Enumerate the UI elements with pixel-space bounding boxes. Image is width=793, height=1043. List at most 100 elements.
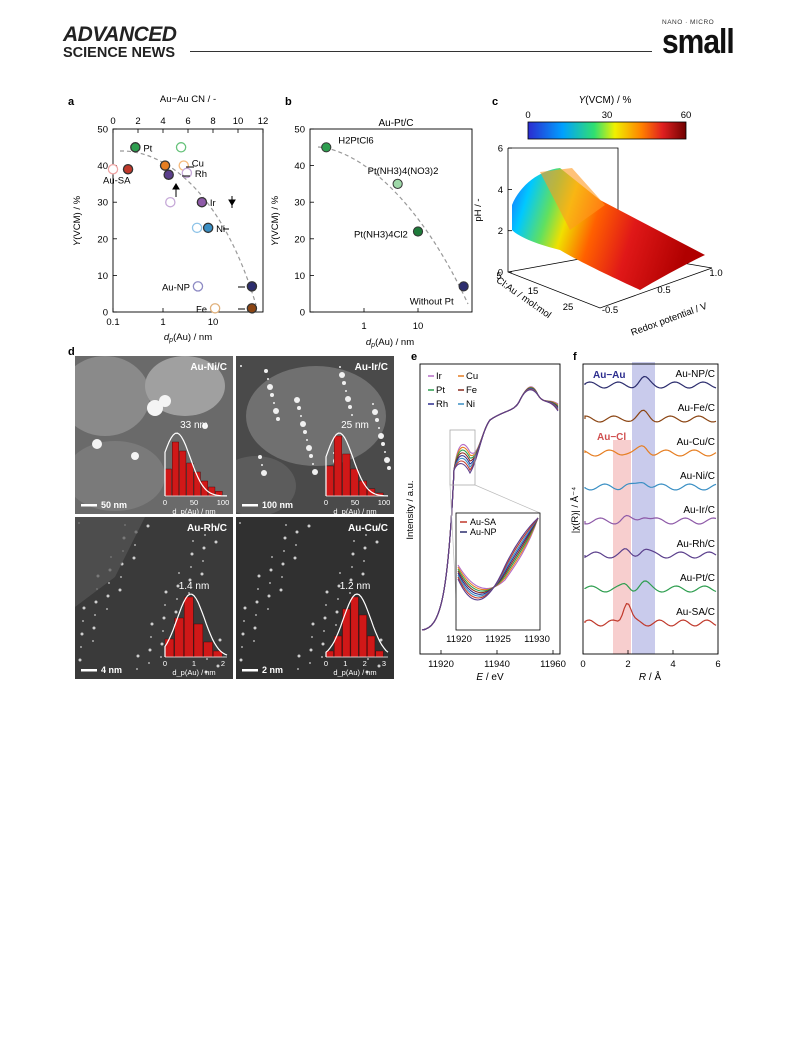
micrograph-label: Au-Ni/C: [190, 362, 227, 373]
particle: [348, 405, 352, 409]
particle: [239, 658, 243, 662]
small-logo: NANO · MICRO small: [662, 19, 735, 61]
series-label: Au-NP/C: [676, 369, 715, 380]
particle: [372, 403, 374, 405]
particle: [131, 452, 139, 460]
particle: [178, 572, 180, 574]
panel-c-zlabel: pH / -: [473, 198, 484, 221]
z-tick-label: 2: [498, 226, 503, 237]
particle: [378, 427, 380, 429]
data-point: [163, 169, 174, 180]
histogram-xlabel: d_p(Au) / nm: [172, 668, 215, 677]
x-tick-label: 2: [625, 659, 630, 670]
panel-a-y-axis: 0 10 20 30 40 50: [97, 125, 117, 319]
particle: [361, 572, 365, 576]
particle: [269, 568, 273, 572]
particle: [363, 560, 365, 562]
histogram-tick-label: 0: [163, 498, 167, 507]
journal-logo: ADVANCED SCIENCE NEWS: [63, 24, 177, 61]
scale-bar: [81, 669, 97, 672]
particle: [375, 418, 379, 422]
particle: [261, 470, 267, 476]
y-tick-label: 50: [294, 125, 305, 136]
y-tick-label: 40: [97, 161, 108, 172]
scale-bar: [242, 504, 258, 507]
particle: [214, 540, 218, 544]
point-label: Pt(NH3)4Cl2: [354, 229, 408, 240]
particle: [243, 620, 245, 622]
data-point: [130, 142, 141, 153]
particle: [204, 534, 206, 536]
particle: [351, 566, 353, 568]
particle: [379, 638, 383, 642]
particle: [377, 528, 379, 530]
particle: [285, 524, 287, 526]
scale-bar: [242, 669, 258, 672]
y-tick-label: 30: [294, 198, 305, 209]
series-label: Au-Ir/C: [683, 505, 715, 516]
journal-name-line2: SCIENCE NEWS: [63, 45, 175, 61]
panel-f-letter: f: [573, 351, 577, 363]
y-tick-label: 10: [294, 271, 305, 282]
panel-e-inset: [455, 512, 541, 631]
fit-curve: [325, 432, 389, 497]
particle: [108, 582, 110, 584]
y-tick-label: 40: [294, 161, 305, 172]
top-tick-label: 2: [135, 116, 140, 127]
panel-f-ylabel: |χ(R)| / Å⁻⁴: [570, 487, 581, 533]
particle: [353, 540, 355, 542]
particle: [372, 409, 378, 415]
particle: [349, 578, 353, 582]
data-point: [107, 164, 119, 175]
particle: [200, 572, 204, 576]
particle: [384, 451, 386, 453]
particle: [174, 610, 178, 614]
particle: [106, 608, 108, 610]
particle: [243, 606, 247, 610]
particle: [147, 400, 163, 416]
panel-f-au-au-label: Au−Au: [593, 370, 626, 381]
particle: [273, 402, 275, 404]
header-rule: [190, 51, 652, 52]
panel-e-inset-ticks: 11920 11925 11930: [446, 634, 550, 645]
particle: [297, 654, 301, 658]
particle: [202, 560, 204, 562]
particle: [300, 421, 306, 427]
y-tick-label: 20: [97, 234, 108, 245]
particle: [218, 638, 222, 642]
particle: [94, 600, 98, 604]
particle: [367, 658, 369, 660]
particle: [267, 608, 269, 610]
particle: [160, 642, 164, 646]
inset-curve: [457, 517, 539, 601]
y-tick-label: 20: [294, 234, 305, 245]
ft-exafs-curve: [584, 602, 717, 627]
particle: [82, 620, 84, 622]
support-region: [246, 366, 386, 466]
particle: [120, 576, 122, 578]
x-tick-label: 15: [528, 286, 539, 297]
particle: [261, 464, 263, 466]
inset-curve: [457, 517, 539, 590]
panel-f-curves: Au-NP/C Au-Fe/C Au-Cu/C Au-Ni/C Au-Ir/C Au-Rh…: [584, 369, 717, 627]
histogram-tick-label: 1: [343, 659, 347, 668]
particle: [82, 606, 86, 610]
top-tick-label: 10: [233, 116, 244, 127]
panel-c-xlabel: Cl:Au / mol:mol: [494, 275, 553, 321]
particle: [312, 463, 314, 465]
particle: [339, 372, 345, 378]
histogram-tick-label: 2: [363, 659, 367, 668]
panel-c-z-axis: 0 2 4 6: [498, 144, 512, 279]
panel-a-top-xlabel: Au−Au CN / -: [160, 94, 216, 105]
panel-e-inset-curves: [457, 517, 539, 601]
panel-e-ylabel: Intensity / a.u.: [405, 480, 416, 539]
ft-exafs-curve: [584, 514, 717, 525]
particle: [264, 369, 268, 373]
particle: [159, 395, 171, 407]
inset-tick-label: 11920: [446, 634, 472, 645]
micrograph-label: Au-Rh/C: [187, 523, 227, 534]
x-tick-label: 6: [715, 659, 720, 670]
particle: [118, 588, 122, 592]
particle: [78, 658, 82, 662]
particle: [281, 562, 285, 566]
